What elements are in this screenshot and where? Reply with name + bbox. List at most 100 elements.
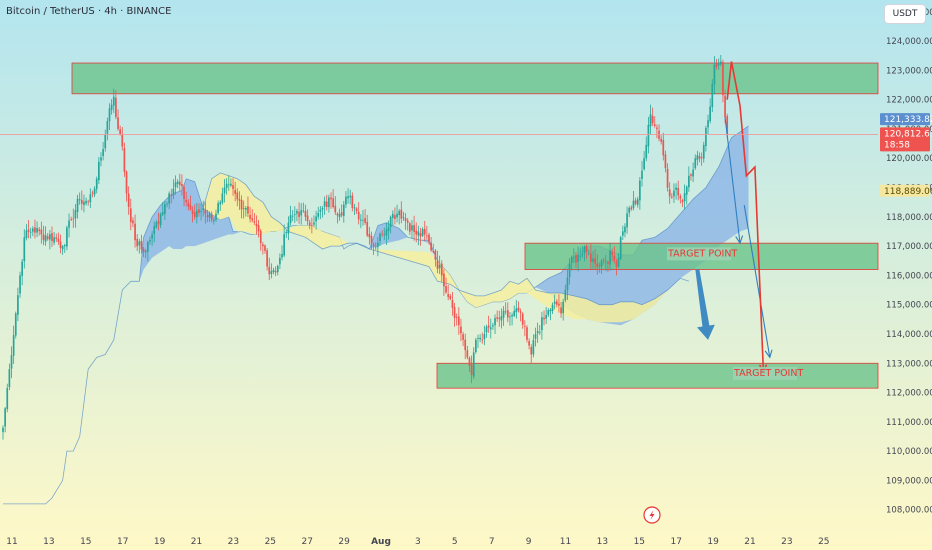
candle-body xyxy=(149,239,151,242)
candle-body xyxy=(685,186,688,195)
candle-body xyxy=(374,246,377,248)
candle-body xyxy=(349,195,352,198)
candle-body xyxy=(700,157,703,159)
candle-body xyxy=(647,124,650,147)
candle-body xyxy=(83,201,85,206)
candle-body xyxy=(481,339,484,341)
candle-body xyxy=(568,263,571,278)
y-tick-label: 123,000.00 xyxy=(886,66,932,76)
candle-body xyxy=(483,333,486,340)
candle-body xyxy=(479,337,481,340)
candle-body xyxy=(38,229,41,231)
y-tick-label: 113,000.00 xyxy=(886,359,932,369)
candle-body xyxy=(496,317,499,319)
candle-body xyxy=(558,303,560,306)
candle-body xyxy=(313,222,315,225)
candle-body xyxy=(500,316,503,321)
candle-body xyxy=(244,208,247,210)
candle-body xyxy=(80,199,83,204)
candle-body xyxy=(132,220,134,224)
candle-body xyxy=(34,227,36,233)
candle-body xyxy=(551,304,554,311)
ichimoku-cloud-blue xyxy=(3,126,749,504)
candle-body xyxy=(321,208,324,210)
candle-body xyxy=(210,214,213,220)
candle-body xyxy=(21,261,24,276)
candle-body xyxy=(485,326,488,333)
candle-body xyxy=(328,197,330,208)
candle-body xyxy=(14,313,17,336)
candle-body xyxy=(325,201,328,207)
candle-body xyxy=(408,223,411,232)
candle-body xyxy=(466,350,469,358)
candle-body xyxy=(511,314,513,317)
candle-body xyxy=(12,335,15,356)
candle-body xyxy=(717,63,720,66)
candle-body xyxy=(396,213,398,218)
candle-body xyxy=(649,114,652,127)
candle-body xyxy=(368,234,371,238)
candle-body xyxy=(398,210,401,216)
candle-body xyxy=(29,231,32,233)
candle-body xyxy=(183,187,185,200)
candle-body xyxy=(609,250,611,265)
candle-body xyxy=(185,199,188,203)
candle-body xyxy=(289,215,292,223)
zone-label-2: TARGET POINT xyxy=(733,368,803,379)
candle-body xyxy=(95,178,98,190)
candle-body xyxy=(475,339,477,353)
x-tick-label: 25 xyxy=(818,537,829,547)
candle-body xyxy=(187,202,190,207)
candle-body xyxy=(617,257,620,267)
candle-body xyxy=(387,227,390,232)
candle-body xyxy=(683,193,686,202)
price-tag-red xyxy=(880,127,930,152)
candle-body xyxy=(694,158,697,169)
candle-body xyxy=(517,307,520,311)
candle-body xyxy=(74,210,77,219)
candle-body xyxy=(317,212,320,217)
y-tick-label: 118,000.00 xyxy=(886,213,932,223)
target-zone-3 xyxy=(436,362,879,389)
candle-body xyxy=(383,234,386,236)
candle-body xyxy=(123,148,126,172)
x-tick-label: 23 xyxy=(228,537,239,547)
candle-body xyxy=(432,250,435,252)
candle-body xyxy=(223,187,226,194)
candle-body xyxy=(534,333,537,339)
candle-body xyxy=(27,229,30,232)
candle-body xyxy=(136,238,139,247)
candle-body xyxy=(602,260,605,261)
candle-body xyxy=(55,237,58,239)
candle-body xyxy=(670,196,673,198)
candle-body xyxy=(381,233,383,235)
candle-body xyxy=(164,204,166,214)
candle-body xyxy=(31,228,34,232)
candle-body xyxy=(221,193,224,203)
candle-body xyxy=(342,204,345,217)
candle-body xyxy=(455,316,458,318)
candle-body xyxy=(168,193,170,204)
candle-body xyxy=(675,187,677,191)
candle-body xyxy=(17,295,19,315)
candle-body xyxy=(457,316,460,326)
candle-body xyxy=(553,301,556,304)
candle-body xyxy=(366,221,369,236)
candle-body xyxy=(592,258,594,262)
candle-body xyxy=(176,181,179,185)
candle-body xyxy=(428,234,430,242)
currency-selector[interactable]: USDT xyxy=(884,4,926,24)
candle-body xyxy=(656,127,658,129)
candle-body xyxy=(513,310,516,316)
candle-body xyxy=(506,310,509,318)
price-tag-label: 120,812.61 xyxy=(884,129,932,139)
candle-body xyxy=(377,242,379,248)
candle-body xyxy=(547,310,550,315)
candle-body xyxy=(611,251,614,255)
candle-body xyxy=(447,294,450,297)
bolt-icon[interactable] xyxy=(643,506,661,524)
candle-body xyxy=(166,203,168,205)
candle-body xyxy=(2,427,4,433)
candle-body xyxy=(619,237,622,259)
y-tick-label: 111,000.00 xyxy=(886,418,932,428)
